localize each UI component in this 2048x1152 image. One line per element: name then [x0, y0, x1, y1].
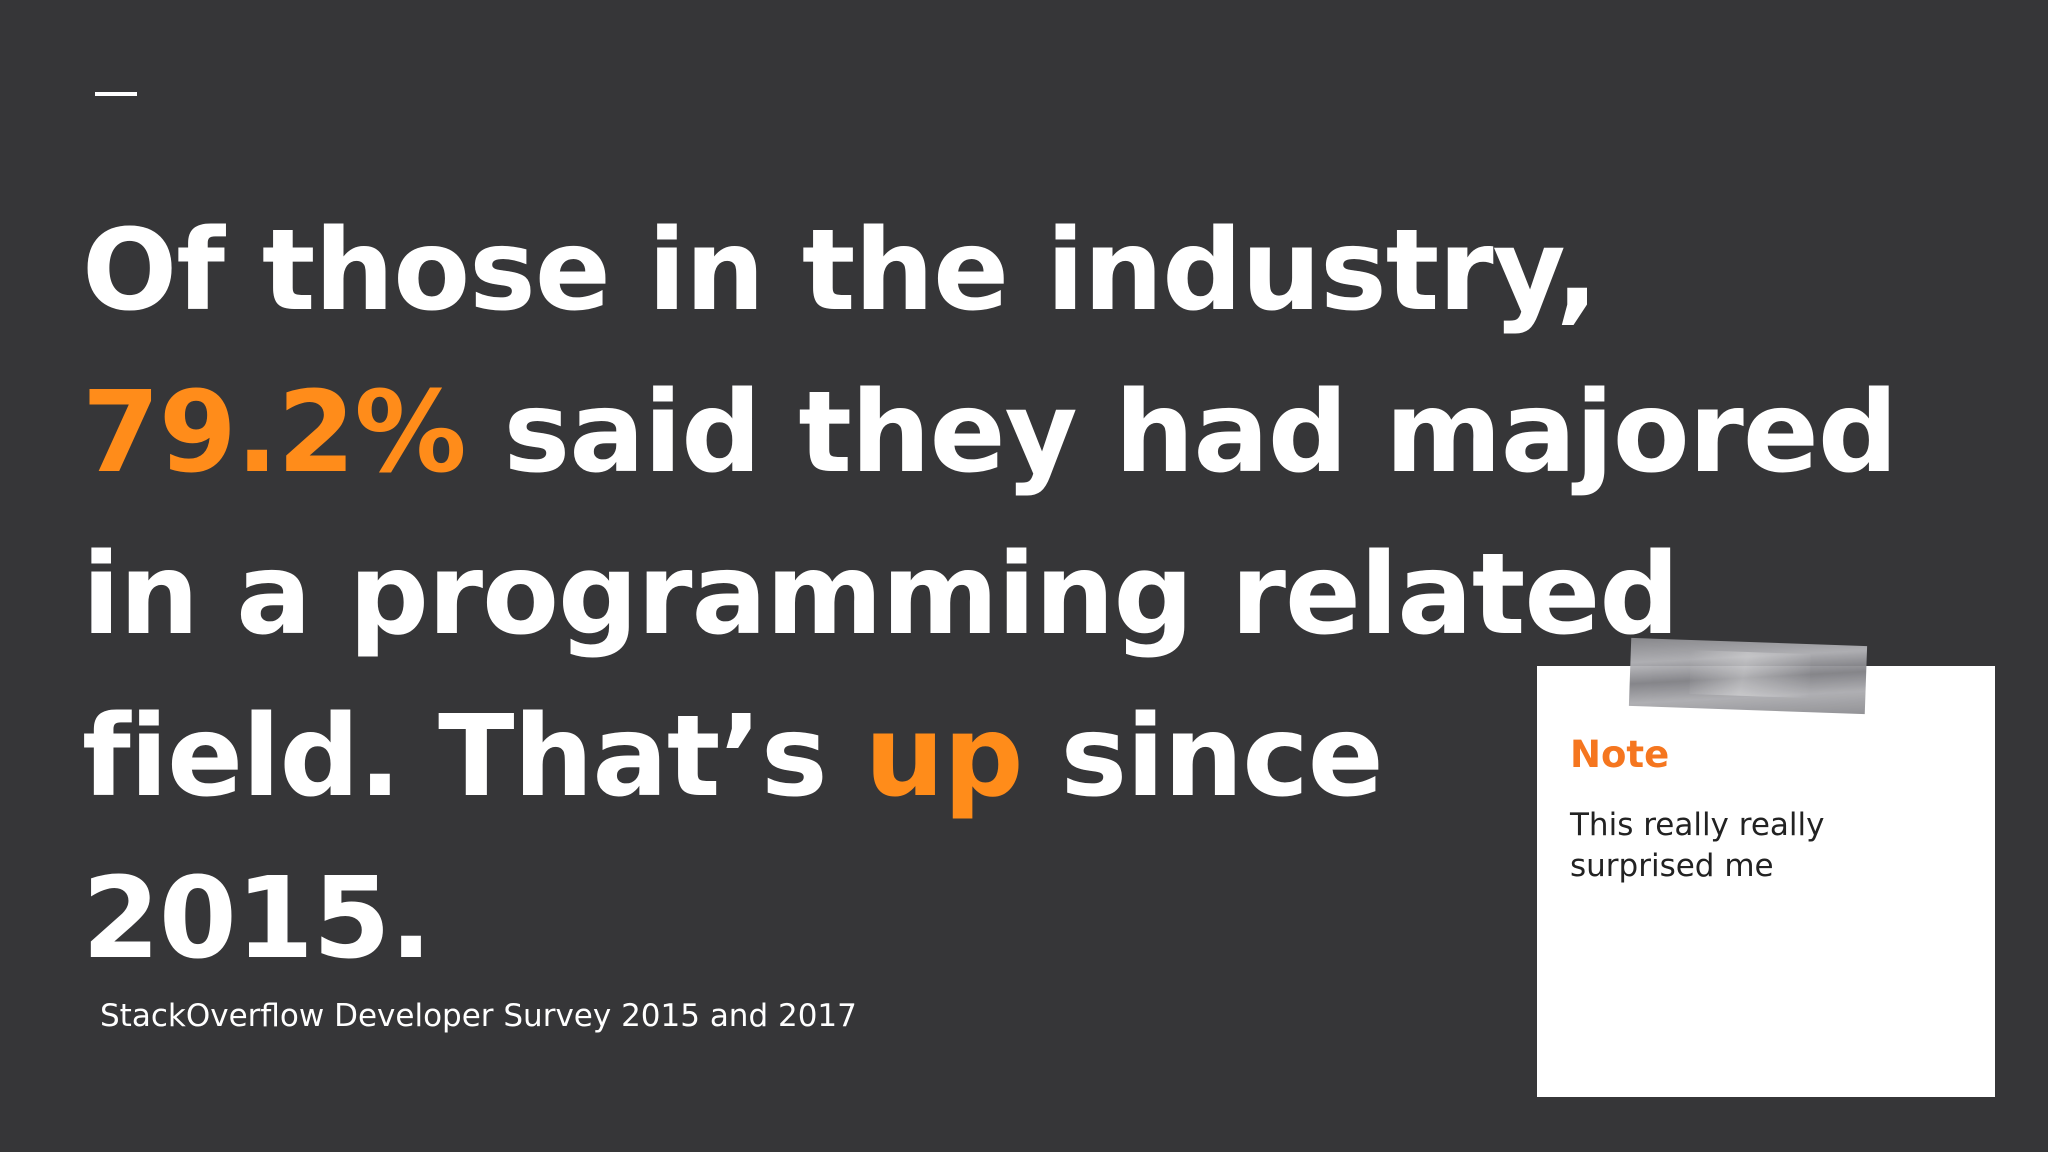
headline-text: in a programming related: [82, 530, 1680, 660]
tape-graphic: [1628, 637, 1868, 715]
headline-line-1: Of those in the industry,: [82, 190, 2042, 352]
headline-line-2: 79.2% said they had majored: [82, 352, 2042, 514]
slide-headline: Of those in the industry, 79.2% said the…: [82, 190, 2042, 1000]
headline-text: field. That’s: [82, 692, 865, 822]
headline-line-3: in a programming related: [82, 514, 2042, 676]
note-title: Note: [1570, 733, 1670, 776]
headline-text: said they had majored: [465, 368, 1899, 498]
decorative-dash: [95, 92, 137, 96]
sticky-note-card: [1537, 666, 1995, 1097]
headline-text: since: [1022, 692, 1384, 822]
headline-line-4: field. That’s up since: [82, 676, 2042, 838]
note-body: This really really surprised me: [1570, 807, 1825, 884]
highlight-up: up: [864, 692, 1024, 822]
headline-line-5: 2015.: [82, 838, 2042, 1000]
source-citation: StackOverflow Developer Survey 2015 and …: [100, 998, 857, 1034]
highlight-percentage: 79.2%: [82, 368, 467, 498]
headline-text: 2015.: [82, 854, 432, 984]
headline-text: Of those in the industry,: [82, 206, 1598, 336]
